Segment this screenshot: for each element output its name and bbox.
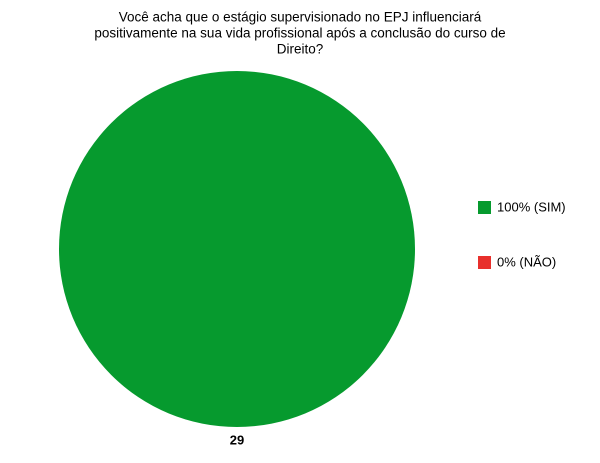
pie-slice (59, 71, 415, 427)
legend-label: 0% (NÃO) (497, 254, 556, 269)
chart-title: Direito? (277, 42, 324, 57)
legend-swatch (478, 256, 491, 269)
legend-swatch (478, 201, 491, 214)
data-label: 29 (230, 432, 244, 447)
legend-label: 100% (SIM) (497, 199, 566, 214)
chart-title: Você acha que o estágio supervisionado n… (119, 10, 482, 25)
chart-title: positivamente na sua vida profissional a… (94, 26, 505, 41)
